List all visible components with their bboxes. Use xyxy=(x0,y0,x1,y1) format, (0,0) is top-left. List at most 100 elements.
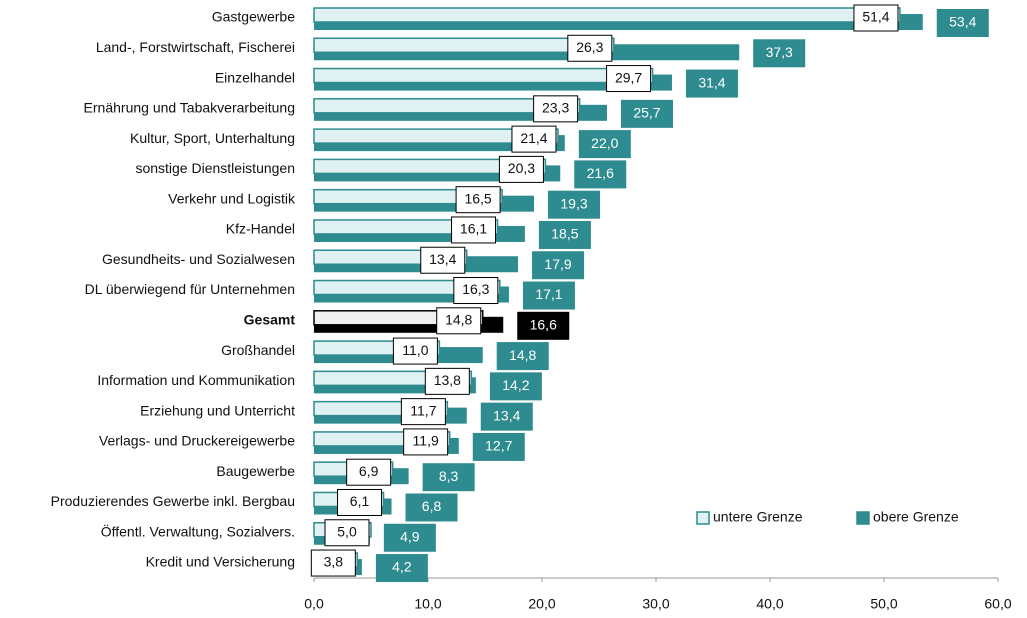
value-label-upper: 16,6 xyxy=(530,317,557,333)
value-label-upper: 37,3 xyxy=(766,44,793,60)
value-label-upper: 4,9 xyxy=(400,528,420,544)
value-label-lower: 3,8 xyxy=(324,554,344,570)
value-label-upper: 14,8 xyxy=(509,347,536,363)
value-label-upper: 8,3 xyxy=(439,468,459,484)
bar-lower xyxy=(313,67,654,84)
y-tick-label: Verkehr und Logistik xyxy=(168,190,296,206)
label-box-upper xyxy=(405,493,458,522)
value-label-upper: 14,2 xyxy=(502,377,529,393)
value-label-upper: 12,7 xyxy=(485,438,512,454)
x-tick-label: 60,0 xyxy=(984,596,1011,612)
y-tick-label: Ernährung und Tabakverarbeitung xyxy=(84,100,295,116)
x-tick-label: 20,0 xyxy=(528,596,555,612)
value-label-upper: 4,2 xyxy=(392,559,412,575)
value-label-lower: 6,1 xyxy=(350,493,370,509)
bar-lower xyxy=(313,128,559,144)
legend-swatch xyxy=(856,511,870,525)
label-box-lower xyxy=(451,216,497,244)
label-box-lower xyxy=(533,95,579,123)
label-box-lower xyxy=(310,549,356,577)
label-box-lower xyxy=(606,65,652,93)
value-label-upper: 53,4 xyxy=(949,14,976,30)
value-label-lower: 26,3 xyxy=(576,39,603,55)
value-label-upper: 17,9 xyxy=(544,256,571,272)
x-tick-label: 10,0 xyxy=(414,596,441,612)
label-box-upper xyxy=(538,220,591,249)
label-box-lower xyxy=(400,398,446,426)
y-tick-label: Gesundheits- und Sozialwesen xyxy=(102,251,295,267)
value-label-lower: 11,9 xyxy=(413,433,439,449)
label-box-lower xyxy=(337,488,383,516)
y-tick-label: Information und Kommunikation xyxy=(97,372,295,388)
y-tick-label: Produzierendes Gewerbe inkl. Bergbau xyxy=(51,493,295,509)
bar-lower xyxy=(313,7,901,23)
value-label-upper: 25,7 xyxy=(633,105,660,121)
value-label-lower: 11,7 xyxy=(410,402,436,418)
value-label-upper: 13,4 xyxy=(493,407,520,423)
label-box-lower xyxy=(324,519,370,547)
value-label-lower: 6,9 xyxy=(359,463,379,479)
value-label-lower: 16,3 xyxy=(462,281,489,297)
value-label-upper: 18,5 xyxy=(551,226,578,242)
bar-lower xyxy=(313,188,503,205)
value-label-upper: 17,1 xyxy=(535,286,562,302)
label-box-lower xyxy=(567,34,613,62)
label-box-upper xyxy=(383,523,436,552)
label-box-upper xyxy=(472,432,525,461)
y-tick-label: Großhandel xyxy=(221,342,295,358)
label-box-lower xyxy=(392,337,438,365)
value-label-lower: 23,3 xyxy=(542,100,569,116)
label-box-lower xyxy=(455,186,501,214)
x-tick-label: 30,0 xyxy=(642,596,669,612)
x-tick-label: 40,0 xyxy=(756,596,783,612)
value-label-upper: 21,6 xyxy=(587,165,614,181)
value-label-upper: 22,0 xyxy=(591,135,618,151)
value-label-lower: 16,5 xyxy=(464,190,491,206)
value-label-lower: 21,4 xyxy=(520,130,547,146)
label-box-lower xyxy=(424,367,470,395)
label-box-upper xyxy=(522,281,575,310)
label-box-lower xyxy=(420,246,466,274)
value-label-upper: 31,4 xyxy=(698,74,725,90)
x-tick-label: 50,0 xyxy=(870,596,897,612)
label-box-lower xyxy=(346,458,392,486)
value-label-lower: 29,7 xyxy=(615,69,642,85)
value-label-upper: 19,3 xyxy=(560,195,587,211)
value-label-lower: 20,3 xyxy=(508,160,535,176)
label-box-lower xyxy=(403,428,449,456)
y-tick-label: Verlags- und Druckereigewerbe xyxy=(99,433,295,449)
value-label-lower: 13,4 xyxy=(429,251,456,267)
y-tick-label: Einzelhandel xyxy=(215,69,295,85)
bar-lower xyxy=(313,98,581,114)
label-box-lower xyxy=(498,155,544,183)
y-tick-label: Öffentl. Verwaltung, Sozialvers. xyxy=(101,522,295,539)
value-label-lower: 14,8 xyxy=(445,312,472,328)
legend-label: untere Grenze xyxy=(713,509,803,525)
label-box-upper xyxy=(620,99,673,128)
value-label-lower: 5,0 xyxy=(337,523,357,539)
label-box-upper xyxy=(496,342,549,371)
label-box-lower xyxy=(853,4,899,32)
label-box-upper xyxy=(548,190,601,219)
label-box-upper xyxy=(422,463,475,492)
label-box-upper xyxy=(685,69,738,98)
label-box-lower xyxy=(436,307,482,335)
y-tick-label: sonstige Dienstleistungen xyxy=(135,160,295,176)
label-box-upper xyxy=(578,130,631,159)
label-box-upper xyxy=(480,402,533,431)
label-box-upper xyxy=(375,554,428,583)
label-box-upper xyxy=(936,9,989,37)
value-label-lower: 11,0 xyxy=(402,342,428,358)
label-box-upper xyxy=(532,251,585,280)
y-tick-label: DL überwiegend für Unternehmen xyxy=(85,281,295,297)
label-box-lower xyxy=(511,125,557,153)
y-tick-label: Baugewerbe xyxy=(216,463,295,479)
label-box-upper xyxy=(489,372,542,401)
y-tick-label: Kredit und Versicherung xyxy=(146,554,295,570)
legend-label: obere Grenze xyxy=(873,509,959,525)
legend-swatch xyxy=(696,511,710,525)
label-box-upper xyxy=(574,160,627,189)
y-tick-label: Gastgewerbe xyxy=(212,9,295,25)
